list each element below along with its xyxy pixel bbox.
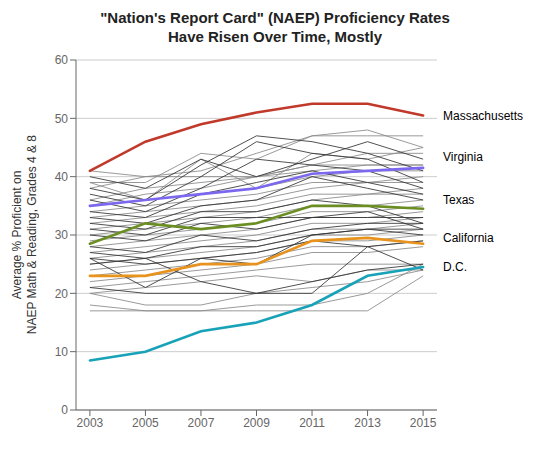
- svg-text:60: 60: [55, 53, 69, 67]
- svg-text:2013: 2013: [354, 416, 381, 430]
- svg-text:40: 40: [55, 170, 69, 184]
- svg-text:California: California: [443, 231, 494, 245]
- svg-text:2015: 2015: [410, 416, 437, 430]
- svg-text:2007: 2007: [188, 416, 215, 430]
- svg-text:2005: 2005: [132, 416, 159, 430]
- svg-text:D.C.: D.C.: [443, 260, 467, 274]
- svg-text:20: 20: [55, 287, 69, 301]
- html-text:NAEP Math & Reading, Grades 4: NAEP Math & Reading, Grades 4 & 8: [25, 135, 39, 335]
- svg-text:0: 0: [61, 403, 68, 417]
- html-text:"Nation's Report Card" (NAEP): "Nation's Report Card" (NAEP) Proficienc…: [100, 9, 450, 26]
- svg-text:2003: 2003: [77, 416, 104, 430]
- svg-text:Texas: Texas: [443, 193, 474, 207]
- svg-text:50: 50: [55, 112, 69, 126]
- html-text:Have Risen Over Time, Mostly: Have Risen Over Time, Mostly: [168, 28, 382, 45]
- svg-text:Massachusetts: Massachusetts: [443, 109, 523, 123]
- svg-text:30: 30: [55, 228, 69, 242]
- html-text:Average % Proficient on: Average % Proficient on: [10, 170, 24, 300]
- svg-text:2009: 2009: [243, 416, 270, 430]
- svg-text:2011: 2011: [299, 416, 325, 430]
- svg-text:Virginia: Virginia: [443, 150, 483, 164]
- svg-text:10: 10: [55, 345, 69, 359]
